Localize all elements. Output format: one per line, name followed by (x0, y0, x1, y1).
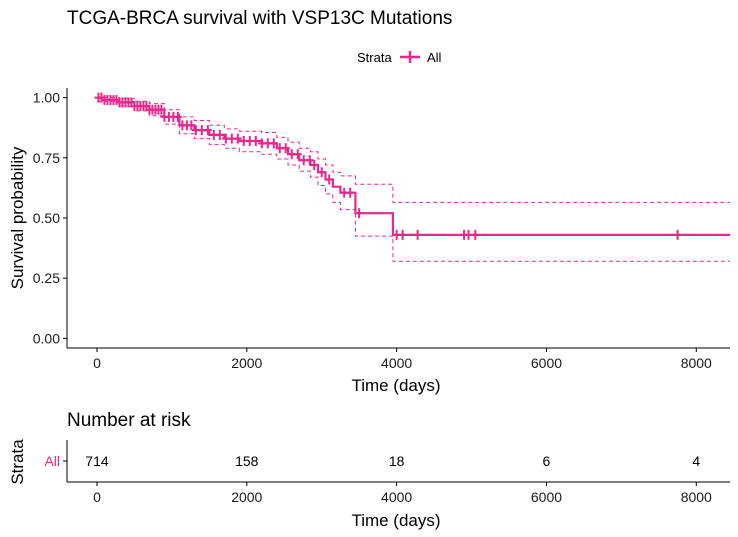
survival-line-all (97, 96, 730, 236)
y-ticks: 0.00 0.25 0.50 0.75 1.00 (33, 90, 67, 346)
y-axis-title: Survival probability (8, 146, 27, 289)
risk-x-tick-label: 0 (93, 489, 101, 505)
x-axis-title: Time (days) (351, 376, 440, 395)
risk-x-ticks: 0 2000 4000 6000 8000 (93, 482, 712, 505)
y-tick-label: 0.25 (33, 270, 60, 286)
risk-x-tick-label: 6000 (531, 489, 562, 505)
x-tick-label: 4000 (381, 355, 412, 371)
y-tick-label: 1.00 (33, 90, 60, 106)
ci-upper-line (97, 97, 730, 203)
chart-title: TCGA-BRCA survival with VSP13C Mutations (67, 8, 452, 29)
legend-title: Strata (357, 50, 392, 65)
y-tick-label: 0.75 (33, 150, 60, 166)
risk-count: 4 (692, 453, 700, 469)
risk-row-label: All (44, 453, 60, 469)
risk-table: Number at risk All 714 158 18 6 4 0 2000 4000 60… (8, 410, 730, 530)
risk-count: 18 (389, 453, 405, 469)
risk-table-title: Number at risk (67, 410, 191, 431)
x-tick-label: 8000 (681, 355, 712, 371)
legend: Strata All (357, 50, 442, 65)
censor-marks (94, 92, 682, 240)
risk-x-tick-label: 8000 (681, 489, 712, 505)
risk-count: 6 (543, 453, 551, 469)
risk-count: 714 (85, 453, 109, 469)
y-tick-label: 0.50 (33, 210, 60, 226)
x-tick-label: 0 (93, 355, 101, 371)
ci-lower-line (97, 100, 730, 262)
risk-x-tick-label: 2000 (231, 489, 262, 505)
risk-rows: All 714 158 18 6 4 (44, 453, 700, 469)
risk-y-axis-title: Strata (8, 439, 27, 485)
x-ticks: 0 2000 4000 6000 8000 (93, 348, 712, 371)
y-tick-label: 0.00 (33, 330, 60, 346)
risk-x-tick-label: 4000 (381, 489, 412, 505)
x-tick-label: 2000 (231, 355, 262, 371)
x-tick-label: 6000 (531, 355, 562, 371)
risk-count: 158 (235, 453, 259, 469)
survival-plot: 0.00 0.25 0.50 0.75 1.00 0 2000 4000 6000 8000 T… (8, 88, 730, 395)
risk-x-axis-title: Time (days) (351, 511, 440, 530)
legend-label-all: All (427, 50, 442, 65)
